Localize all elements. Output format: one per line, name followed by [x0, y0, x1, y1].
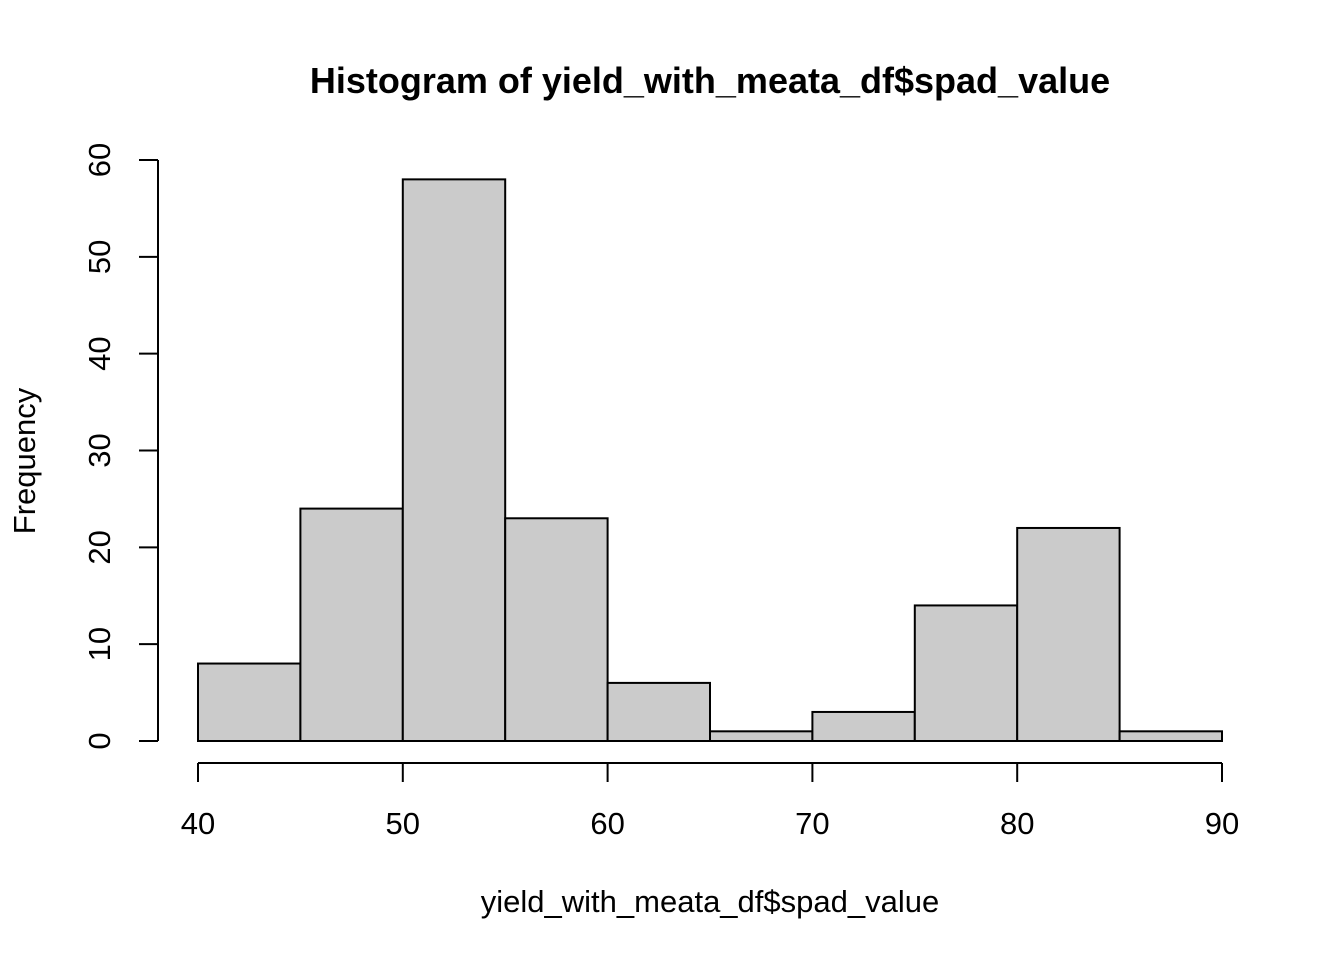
y-tick-label: 30: [82, 433, 117, 467]
histogram-bar: [197, 662, 302, 742]
y-axis: 0 10 20 30 40 50 60: [82, 143, 159, 750]
x-tick-label: 40: [181, 806, 215, 841]
y-tick-label: 20: [82, 530, 117, 564]
histogram-bar: [504, 517, 609, 742]
x-tick-label: 70: [795, 806, 829, 841]
y-axis-label: Frequency: [7, 387, 42, 534]
y-tick-label: 50: [82, 240, 117, 274]
x-tick-label: 90: [1205, 806, 1239, 841]
histogram-bars: [197, 178, 1223, 743]
x-tick-label: 50: [386, 806, 420, 841]
y-tick-label: 10: [82, 627, 117, 661]
y-tick-label: 0: [82, 732, 117, 749]
x-tick-label: 60: [590, 806, 624, 841]
histogram-bar: [1016, 526, 1121, 743]
histogram-bar: [709, 730, 814, 742]
histogram-bar: [606, 681, 711, 743]
x-axis-label: yield_with_meata_df$spad_value: [481, 884, 939, 919]
x-axis: 40 50 60 70 80 90: [181, 762, 1239, 841]
histogram-bar: [401, 178, 507, 743]
x-tick-label: 80: [1000, 806, 1034, 841]
chart-title: Histogram of yield_with_meata_df$spad_va…: [310, 60, 1110, 101]
histogram-bar: [299, 507, 404, 742]
histogram-bar: [913, 604, 1019, 743]
y-tick-label: 40: [82, 336, 117, 370]
y-tick-label: 60: [82, 143, 117, 177]
histogram-bar: [1118, 730, 1223, 742]
histogram-bar: [811, 710, 916, 743]
